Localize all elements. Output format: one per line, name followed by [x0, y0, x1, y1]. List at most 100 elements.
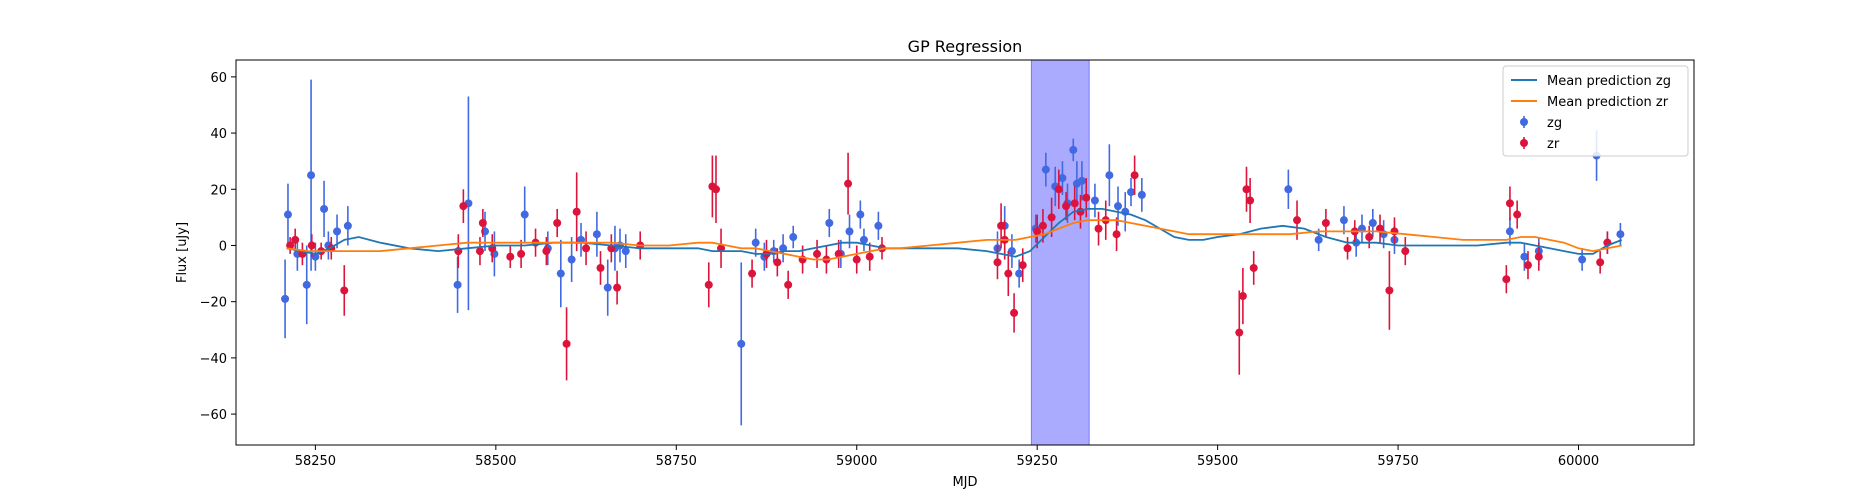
x-tick-label: 58750: [656, 454, 697, 469]
zr-point: [291, 235, 300, 244]
errorbar-layer: [281, 79, 1625, 426]
zr-point: [844, 179, 853, 188]
zr-point: [1523, 261, 1532, 270]
zg-point: [856, 210, 865, 219]
zg-point: [453, 280, 462, 289]
zg-point: [1578, 255, 1587, 264]
zr-point: [1534, 252, 1543, 261]
zr-point: [852, 255, 861, 264]
y-tick-label: −20: [200, 296, 227, 311]
legend-box: [1502, 65, 1689, 157]
legend-label: Mean prediction zr: [1547, 95, 1669, 110]
zg-point: [751, 238, 760, 247]
y-tick-label: 20: [210, 183, 227, 198]
zr-point: [572, 207, 581, 216]
zg-point: [1015, 269, 1024, 278]
zr-point: [1502, 275, 1511, 284]
zr-point: [1246, 196, 1255, 205]
zr-point: [1033, 227, 1042, 236]
zr-point: [1238, 292, 1247, 301]
y-tick-layer: −60 −40 −20 0 20 40 60: [200, 71, 236, 423]
zr-point: [307, 241, 316, 250]
zr-point: [478, 218, 487, 227]
zr-point: [1010, 308, 1019, 317]
zr-point: [1062, 202, 1071, 211]
zg-point: [1058, 174, 1067, 183]
zr-point: [1054, 185, 1063, 194]
x-tick-label: 58250: [295, 454, 336, 469]
zr-point: [1293, 216, 1302, 225]
zg-point: [1368, 218, 1377, 227]
zr-point: [997, 221, 1006, 230]
y-tick-label: 40: [210, 127, 227, 142]
zr-point: [542, 247, 551, 256]
zr-point: [340, 286, 349, 295]
zr-point: [1235, 328, 1244, 337]
zg-point: [1520, 252, 1529, 261]
zg-point: [520, 210, 529, 219]
zg-point: [567, 255, 576, 264]
x-tick-label: 58500: [475, 454, 516, 469]
zg-point: [737, 339, 746, 348]
zg-point: [1041, 165, 1050, 174]
legend-label: zr: [1547, 137, 1560, 152]
zr-point: [1401, 247, 1410, 256]
zg-point: [592, 230, 601, 239]
x-tick-label: 60000: [1558, 454, 1599, 469]
zg-point: [320, 204, 329, 213]
plot-frame: [235, 59, 1695, 446]
zg-point: [1069, 145, 1078, 154]
zr-point: [1047, 213, 1056, 222]
x-tick-layer: 58250 58500 58750 59000 59250 59500 59750 60000: [295, 445, 1599, 469]
highlight-span: [1030, 59, 1090, 446]
zg-point: [343, 221, 352, 230]
zg-point: [283, 210, 292, 219]
zr-point: [475, 247, 484, 256]
zg-point: [1616, 230, 1625, 239]
zr-point: [1376, 224, 1385, 233]
zg-point: [302, 280, 311, 289]
zg-point: [1137, 190, 1146, 199]
zr-point: [582, 244, 591, 253]
zg-point: [1105, 171, 1114, 180]
zg-point: [1314, 235, 1323, 244]
zg-point: [281, 294, 290, 303]
zr-point: [1365, 233, 1374, 242]
x-tick-label: 59000: [836, 454, 877, 469]
highlight-span-layer: [1030, 59, 1090, 446]
zg-point: [1339, 216, 1348, 225]
zg-point: [1127, 188, 1136, 197]
zr-point: [1596, 258, 1605, 267]
zr-point: [1505, 199, 1514, 208]
chart-title: GP Regression: [908, 37, 1023, 56]
series-line-mean-prediction-zr: [286, 219, 1622, 261]
zg-point: [1007, 247, 1016, 256]
zr-point: [1513, 210, 1522, 219]
zg-point: [556, 269, 565, 278]
zr-point: [1385, 286, 1394, 295]
zr-point: [813, 249, 822, 258]
zr-point: [506, 252, 515, 261]
zg-point: [621, 247, 630, 256]
zr-point: [1249, 263, 1258, 272]
zr-point: [834, 249, 843, 258]
zr-point: [1343, 244, 1352, 253]
y-axis-title: Flux [uJy]: [175, 222, 190, 283]
zg-point: [1505, 227, 1514, 236]
series-zr: [286, 152, 1612, 381]
zr-point: [1321, 218, 1330, 227]
zg-point: [1114, 202, 1123, 211]
y-tick-label: −60: [200, 408, 227, 423]
zr-point: [459, 202, 468, 211]
zg-point: [1284, 185, 1293, 194]
zr-point: [1018, 261, 1027, 270]
zg-point: [311, 252, 320, 261]
zr-point: [562, 339, 571, 348]
zg-point: [859, 235, 868, 244]
zr-point: [596, 263, 605, 272]
zg-point: [1090, 196, 1099, 205]
y-tick-label: 0: [219, 239, 227, 254]
mean-line-layer: [286, 207, 1623, 261]
zr-point: [993, 258, 1002, 267]
